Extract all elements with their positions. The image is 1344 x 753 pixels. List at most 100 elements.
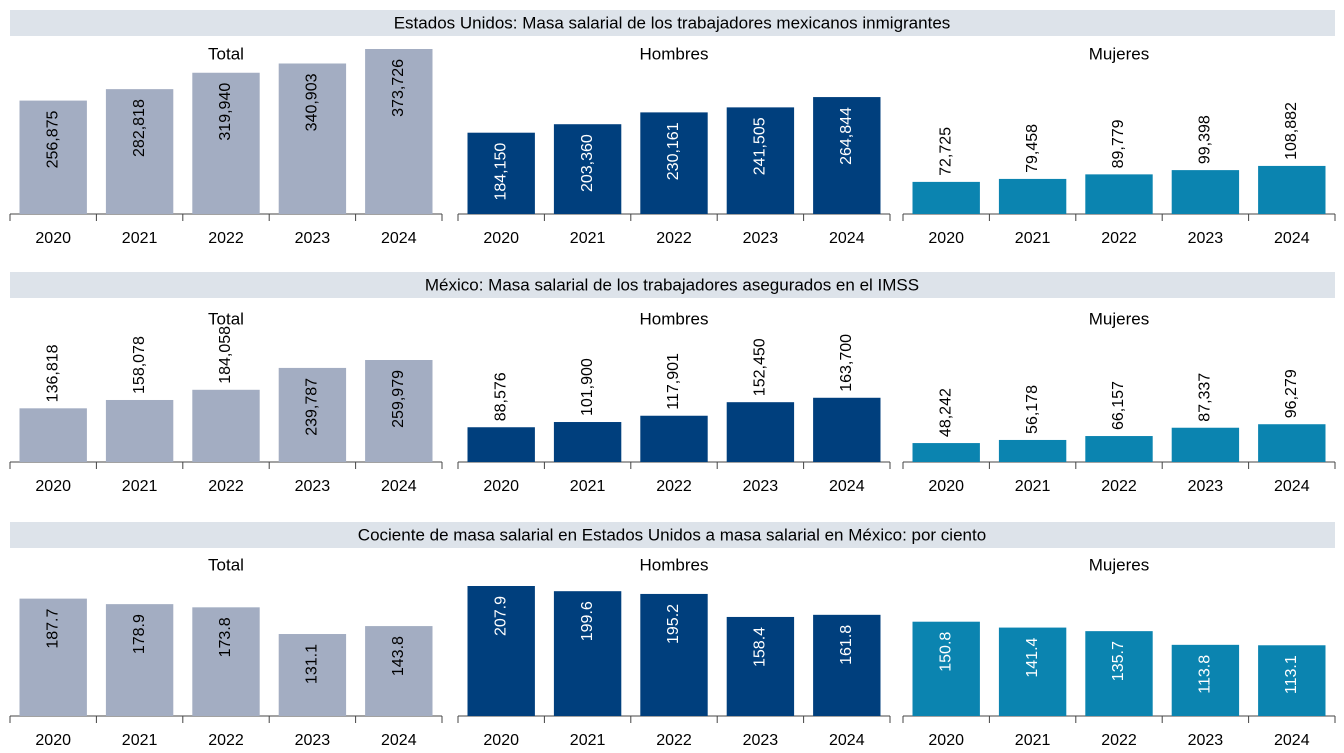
- bar: [1258, 165, 1326, 214]
- bar: [19, 408, 87, 462]
- bar: [726, 616, 795, 716]
- bar: [553, 124, 622, 214]
- bar: [553, 422, 622, 462]
- x-tick-label: 2021: [122, 230, 158, 247]
- value-label: 319,940: [217, 83, 234, 141]
- bar: [912, 621, 980, 716]
- x-tick-label: 2023: [743, 478, 779, 495]
- value-label: 135.7: [1110, 641, 1127, 681]
- x-tick-label: 2020: [483, 230, 519, 247]
- x-tick-label: 2022: [1101, 230, 1137, 247]
- x-tick-label: 2024: [829, 478, 865, 495]
- value-label: 131.1: [304, 644, 321, 684]
- value-label: 256,875: [44, 110, 61, 168]
- value-label: 199.6: [579, 601, 596, 641]
- bar: [912, 181, 980, 214]
- x-tick-label: 2021: [122, 478, 158, 495]
- x-tick-label: 2024: [829, 732, 865, 749]
- section-band: [10, 522, 1335, 548]
- bar: [192, 389, 260, 462]
- x-tick-label: 2020: [928, 478, 964, 495]
- panel-title: Mujeres: [1089, 309, 1149, 328]
- panel-title: Total: [208, 555, 244, 574]
- x-tick-label: 2021: [570, 230, 606, 247]
- value-label: 117,901: [665, 353, 682, 410]
- value-label: 152,450: [752, 338, 769, 396]
- bar: [1171, 170, 1240, 214]
- value-label: 184,058: [217, 326, 234, 384]
- value-label: 89,779: [1110, 119, 1127, 168]
- x-tick-label: 2024: [829, 230, 865, 247]
- value-label: 207.9: [492, 596, 509, 636]
- x-tick-label: 2020: [928, 732, 964, 749]
- panel-title: Hombres: [640, 309, 709, 328]
- bar: [1085, 436, 1153, 462]
- bar: [912, 443, 980, 462]
- x-tick-label: 2023: [743, 732, 779, 749]
- x-tick-label: 2022: [208, 732, 244, 749]
- x-tick-label: 2022: [656, 732, 692, 749]
- bar: [365, 360, 433, 462]
- section-band: [10, 10, 1335, 36]
- bar: [278, 63, 347, 215]
- bar: [640, 112, 708, 214]
- panel-title: Mujeres: [1089, 44, 1149, 63]
- value-label: 187.7: [44, 609, 61, 649]
- bar: [1171, 427, 1240, 462]
- x-tick-label: 2022: [208, 478, 244, 495]
- bar: [467, 132, 535, 214]
- x-tick-label: 2023: [295, 732, 331, 749]
- value-label: 56,178: [1024, 385, 1041, 434]
- x-tick-label: 2022: [656, 230, 692, 247]
- x-tick-label: 2024: [381, 478, 417, 495]
- value-label: 108,882: [1283, 102, 1300, 160]
- value-label: 161.8: [838, 625, 855, 665]
- x-tick-label: 2021: [1015, 732, 1051, 749]
- x-tick-label: 2020: [35, 230, 71, 247]
- x-tick-label: 2021: [1015, 478, 1051, 495]
- x-tick-label: 2023: [743, 230, 779, 247]
- value-label: 113.8: [1197, 655, 1214, 694]
- value-label: 158.4: [752, 627, 769, 667]
- value-label: 48,242: [937, 388, 954, 437]
- x-tick-label: 2021: [570, 478, 606, 495]
- panel-title: Hombres: [640, 555, 709, 574]
- section-band: [10, 272, 1335, 298]
- value-label: 230,161: [665, 122, 682, 180]
- value-label: 241,505: [752, 117, 769, 175]
- bar: [278, 367, 347, 462]
- x-tick-label: 2022: [1101, 732, 1137, 749]
- x-tick-label: 2023: [1188, 478, 1224, 495]
- value-label: 340,903: [304, 73, 321, 131]
- value-label: 195.2: [665, 604, 682, 644]
- value-label: 99,398: [1197, 115, 1214, 164]
- bar: [192, 72, 260, 214]
- bar: [1171, 644, 1240, 716]
- value-label: 184,150: [492, 143, 509, 201]
- section-title: México: Masa salarial de los trabajadore…: [425, 275, 919, 294]
- value-label: 79,458: [1024, 124, 1041, 173]
- x-tick-label: 2022: [656, 478, 692, 495]
- x-tick-label: 2020: [483, 732, 519, 749]
- bar: [19, 598, 87, 716]
- x-tick-label: 2021: [1015, 230, 1051, 247]
- value-label: 87,337: [1197, 373, 1214, 422]
- value-label: 173.8: [217, 617, 234, 657]
- value-label: 264,844: [838, 107, 855, 165]
- bar: [553, 591, 622, 716]
- value-label: 373,726: [390, 59, 407, 117]
- bar: [105, 399, 174, 462]
- bar: [726, 107, 795, 214]
- bar: [365, 626, 433, 716]
- x-tick-label: 2024: [1274, 230, 1310, 247]
- value-label: 101,900: [579, 358, 596, 416]
- x-tick-label: 2020: [35, 478, 71, 495]
- x-tick-label: 2024: [381, 732, 417, 749]
- bar: [640, 593, 708, 716]
- bar: [19, 100, 87, 214]
- bar: [1258, 424, 1326, 462]
- x-tick-label: 2020: [928, 230, 964, 247]
- bar: [1258, 645, 1326, 716]
